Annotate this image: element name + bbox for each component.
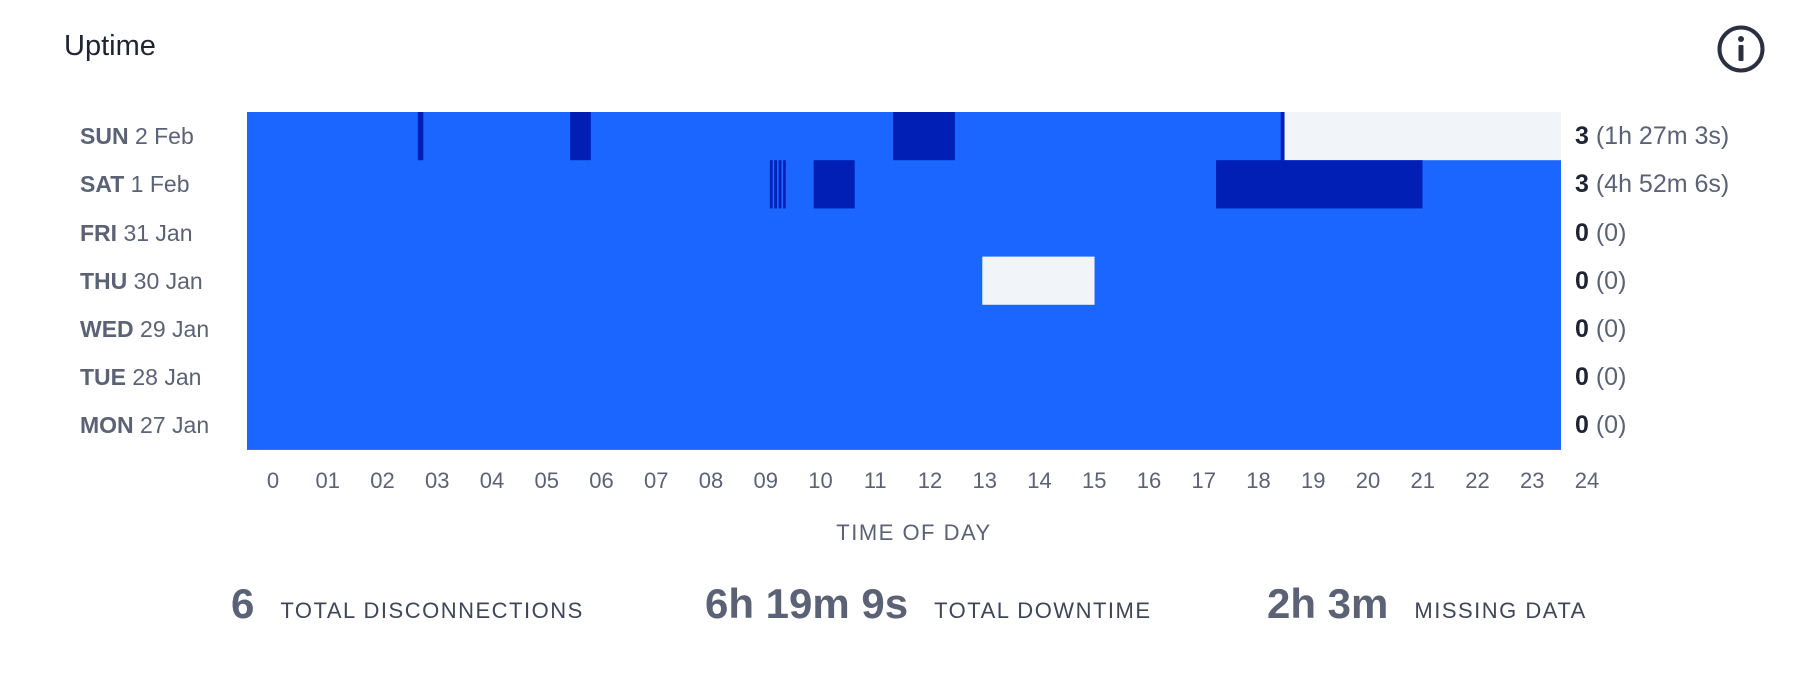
- x-tick-label: 10: [808, 468, 833, 493]
- x-tick-label: 03: [425, 468, 450, 493]
- card-title: Uptime: [64, 30, 156, 62]
- row-label-sun: SUN 2 Feb: [80, 123, 194, 149]
- row-label-date: 2 Feb: [128, 123, 194, 150]
- row-label-day: SUN: [80, 123, 129, 150]
- x-tick-label: 11: [863, 468, 887, 493]
- summary-missing: 2h 3m MISSING DATA: [1267, 580, 1587, 630]
- x-tick-label: 18: [1246, 468, 1271, 493]
- row-stat-sat: 3 (4h 52m 6s): [1575, 170, 1729, 198]
- x-tick-label: 22: [1465, 468, 1490, 493]
- row-label-day: MON: [80, 412, 134, 439]
- x-tick-label: 23: [1520, 468, 1545, 493]
- row-label-day: TUE: [80, 364, 126, 391]
- summary-downtime: 6h 19m 9s TOTAL DOWNTIME: [705, 580, 1152, 630]
- row-label-wed: WED 29 Jan: [80, 316, 209, 342]
- row-label-date: 1 Feb: [124, 171, 190, 198]
- downtime-segment: [778, 160, 782, 209]
- info-icon[interactable]: [1716, 24, 1766, 74]
- summary-disconnections: 6 TOTAL DISCONNECTIONS: [231, 580, 584, 630]
- missing-value: 2h 3m: [1267, 580, 1389, 627]
- x-tick-label: 24: [1574, 468, 1600, 493]
- downtime-segment: [1280, 112, 1285, 161]
- row-disconnection-count: 0: [1575, 314, 1589, 343]
- row-stat-mon: 0 (0): [1575, 411, 1626, 439]
- downtime-segment: [417, 112, 424, 161]
- uptime-row-mon: [247, 401, 1561, 450]
- row-downtime-duration: (0): [1588, 314, 1627, 343]
- downtime-label: TOTAL DOWNTIME: [934, 598, 1152, 623]
- x-tick-label: 08: [698, 468, 724, 493]
- x-tick-label: 07: [644, 468, 669, 493]
- row-downtime-duration: (0): [1588, 266, 1627, 295]
- x-tick-label: 05: [534, 468, 559, 493]
- disconnections-label: TOTAL DISCONNECTIONS: [280, 598, 584, 623]
- x-tick-label: 13: [972, 468, 997, 493]
- row-stat-tue: 0 (0): [1575, 363, 1626, 391]
- row-stat-thu: 0 (0): [1575, 267, 1626, 295]
- missing-segment: [982, 256, 1095, 306]
- row-label-sat: SAT 1 Feb: [80, 171, 190, 197]
- row-label-day: SAT: [80, 171, 125, 198]
- x-tick-label: 06: [589, 468, 614, 493]
- row-label-date: 31 Jan: [117, 219, 193, 246]
- row-label-fri: FRI 31 Jan: [80, 220, 193, 246]
- uptime-row-tue: [247, 353, 1561, 402]
- x-tick-label: 09: [753, 468, 778, 493]
- downtime-segment: [774, 160, 777, 209]
- missing-segment: [1284, 112, 1561, 161]
- downtime-segment: [893, 112, 955, 161]
- row-downtime-duration: (1h 27m 3s): [1588, 122, 1730, 151]
- x-tick-label: 17: [1191, 468, 1216, 493]
- x-tick-label: 01: [315, 468, 340, 493]
- row-stat-sun: 3 (1h 27m 3s): [1575, 122, 1729, 150]
- row-label-date: 29 Jan: [133, 315, 210, 342]
- downtime-segment: [570, 112, 591, 161]
- downtime-segment: [769, 160, 773, 209]
- row-label-day: FRI: [80, 219, 118, 246]
- downtime-segment: [813, 160, 855, 209]
- row-stat-fri: 0 (0): [1575, 219, 1626, 247]
- x-tick-label: 19: [1301, 468, 1326, 493]
- x-tick-label: 02: [370, 468, 395, 493]
- row-label-date: 30 Jan: [127, 267, 203, 294]
- x-tick-label: 21: [1410, 468, 1435, 493]
- row-label-mon: MON 27 Jan: [80, 412, 209, 438]
- row-label-thu: THU 30 Jan: [80, 268, 203, 294]
- x-tick-label: 0: [266, 468, 280, 493]
- row-disconnection-count: 0: [1575, 266, 1589, 295]
- row-downtime-duration: (0): [1588, 411, 1627, 440]
- x-axis-title: TIME OF DAY: [836, 520, 992, 545]
- row-downtime-duration: (4h 52m 6s): [1588, 170, 1730, 199]
- row-disconnection-count: 0: [1575, 411, 1589, 440]
- disconnections-value: 6: [231, 580, 255, 627]
- row-label-day: THU: [80, 267, 128, 294]
- row-label-tue: TUE 28 Jan: [80, 364, 201, 390]
- x-tick-label: 15: [1082, 468, 1107, 493]
- row-label-date: 27 Jan: [133, 412, 210, 439]
- row-downtime-duration: (0): [1588, 218, 1627, 247]
- row-label-date: 28 Jan: [126, 364, 202, 391]
- row-disconnection-count: 0: [1575, 218, 1589, 247]
- x-tick-label: 12: [917, 468, 943, 493]
- downtime-segment: [1216, 160, 1423, 209]
- missing-label: MISSING DATA: [1414, 598, 1587, 623]
- row-stat-wed: 0 (0): [1575, 315, 1626, 343]
- downtime-value: 6h 19m 9s: [705, 580, 909, 627]
- row-disconnection-count: 0: [1575, 363, 1589, 392]
- row-disconnection-count: 3: [1575, 122, 1589, 151]
- row-downtime-duration: (0): [1588, 363, 1627, 392]
- uptime-row-wed: [247, 304, 1561, 354]
- row-disconnection-count: 3: [1575, 170, 1589, 199]
- downtime-segment: [783, 160, 786, 209]
- uptime-row-fri: [247, 208, 1561, 258]
- row-label-day: WED: [80, 315, 134, 342]
- x-tick-label: 04: [479, 468, 505, 493]
- x-tick-label: 14: [1027, 468, 1052, 493]
- x-tick-label: 20: [1355, 468, 1381, 493]
- x-tick-label: 16: [1136, 468, 1162, 493]
- uptime-row-thu: [247, 256, 1561, 306]
